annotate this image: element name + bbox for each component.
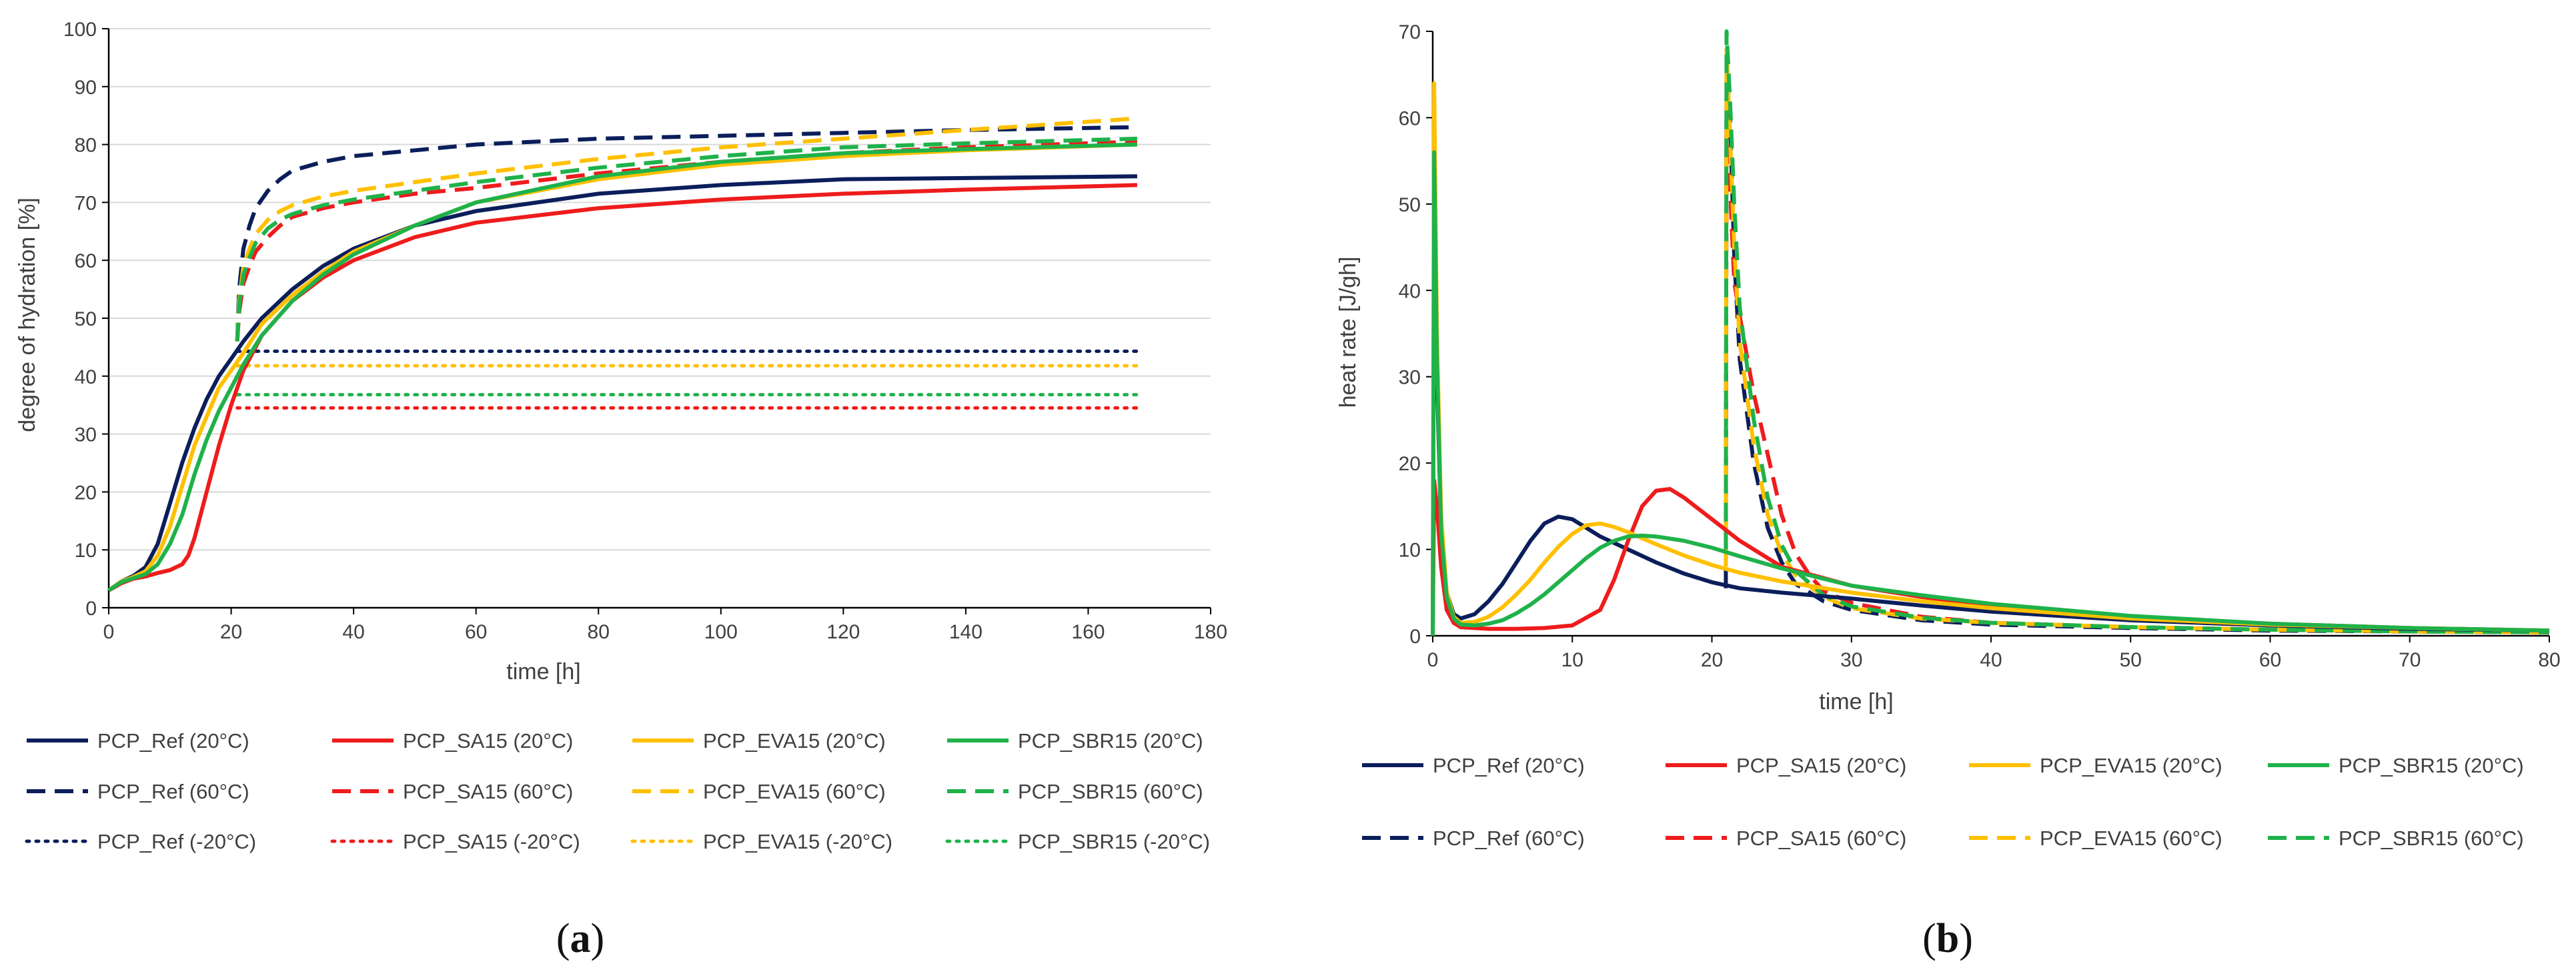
- chart-panel-b: 0 10 20 30 40 50 60 70 0 10 20 30 40 50 60 70 80 PCP_Ref…: [1335, 21, 2561, 961]
- x-tick-label-b-70: 70: [2399, 649, 2421, 671]
- y-tick-label-b-40: 40: [1399, 280, 1421, 302]
- x-tick-label-b-30: 30: [1840, 649, 1862, 671]
- legend-label-a-pcp-sa15-60-c: PCP_SA15 (60°C): [403, 780, 573, 803]
- legend-label-a-pcp-eva15-60-c: PCP_EVA15 (60°C): [703, 780, 886, 803]
- legend-label-a-pcp-sa15-20-c: PCP_SA15 (20°C): [403, 729, 573, 753]
- x-tick-label-a-80: 80: [588, 621, 610, 643]
- x-tick-label-b-50: 50: [2120, 649, 2142, 671]
- series-line-a-pcp-sa15-20-c: [107, 183, 1137, 592]
- x-tick-label-a-40: 40: [342, 621, 364, 643]
- series-b: [1431, 29, 2550, 636]
- x-tick-label-b-20: 20: [1701, 649, 1723, 671]
- panel-label-b-open: (: [1922, 916, 1936, 961]
- x-axis-label-b: time [h]: [1819, 689, 1893, 714]
- x-tick-label-a-100: 100: [704, 621, 738, 643]
- legend-label-a-pcp-ref-20-c: PCP_Ref (-20°C): [97, 830, 256, 853]
- panel-label-a-open: (: [556, 916, 570, 961]
- series-line-b-pcp-sbr15-20-c: [1431, 150, 2550, 636]
- y-tick-label-a-50: 50: [75, 308, 97, 330]
- series-line-b-pcp-sbr15-60-c: [1724, 29, 2550, 634]
- y-tick-label-b-60: 60: [1399, 107, 1421, 129]
- axes-b: 0 10 20 30 40 50 60 70 0 10 20 30 40 50 60 70 80: [1399, 21, 2561, 671]
- y-tick-label-a-70: 70: [75, 192, 97, 214]
- panel-label-b-letter: b: [1936, 916, 1959, 961]
- y-tick-label-b-0: 0: [1409, 626, 1421, 648]
- legend-label-b-pcp-sbr15-20-c: PCP_SBR15 (20°C): [2339, 754, 2524, 777]
- y-tick-label-a-10: 10: [75, 540, 97, 562]
- y-tick-label-a-40: 40: [75, 366, 97, 388]
- legend-label-b-pcp-sbr15-60-c: PCP_SBR15 (60°C): [2339, 827, 2524, 850]
- panel-label-b: (b): [1922, 916, 1973, 961]
- series-line-a-pcp-sbr15-20-c: [107, 142, 1137, 592]
- y-axis-label-b: heat rate [J/gh]: [1335, 257, 1361, 408]
- legend-b: PCP_Ref (20°C) PCP_SA15 (20°C) PCP_EVA15 (…: [1362, 754, 2524, 850]
- y-tick-label-b-20: 20: [1399, 453, 1421, 475]
- legend-label-a-pcp-eva15-20-c: PCP_EVA15 (20°C): [703, 729, 886, 753]
- x-tick-label-b-0: 0: [1427, 649, 1439, 671]
- x-tick-label-a-20: 20: [220, 621, 242, 643]
- legend-label-b-pcp-eva15-20-c: PCP_EVA15 (20°C): [2040, 754, 2222, 777]
- y-tick-label-a-90: 90: [75, 77, 97, 99]
- x-tick-label-a-160: 160: [1071, 621, 1105, 643]
- panel-label-a-letter: a: [570, 916, 591, 961]
- legend-label-b-pcp-sa15-60-c: PCP_SA15 (60°C): [1736, 827, 1906, 850]
- y-tick-label-a-80: 80: [75, 135, 97, 157]
- x-tick-label-a-140: 140: [949, 621, 983, 643]
- legend-label-a-pcp-sbr15-20-c: PCP_SBR15 (20°C): [1018, 729, 1203, 753]
- grid-a: [109, 28, 1211, 551]
- legend-a: PCP_Ref (20°C) PCP_SA15 (20°C) PCP_EVA15 (…: [25, 729, 1210, 853]
- series-line-b-pcp-ref-60-c: [1724, 63, 2550, 634]
- series-line-b-pcp-sa15-60-c: [1724, 98, 2550, 634]
- panel-label-a-close: ): [591, 916, 605, 961]
- series-line-a-pcp-ref-20-c: [107, 174, 1137, 592]
- legend-label-a-pcp-ref-60-c: PCP_Ref (60°C): [97, 780, 249, 803]
- series-line-a-pcp-eva15-60-c: [235, 116, 1138, 342]
- legend-label-b-pcp-ref-60-c: PCP_Ref (60°C): [1433, 827, 1585, 850]
- series-line-a-pcp-eva15-20-c: [107, 142, 1138, 592]
- y-tick-label-a-60: 60: [75, 250, 97, 272]
- legend-label-b-pcp-ref-20-c: PCP_Ref (20°C): [1433, 754, 1585, 777]
- x-tick-label-a-60: 60: [465, 621, 487, 643]
- x-axis-label-a: time [h]: [506, 659, 580, 684]
- y-axis-label-a: degree of hydration [%]: [15, 197, 40, 432]
- x-tick-label-b-80: 80: [2538, 649, 2560, 671]
- x-tick-label-b-60: 60: [2259, 649, 2281, 671]
- legend-label-a-pcp-sbr15-20-c: PCP_SBR15 (-20°C): [1018, 830, 1210, 853]
- legend-label-a-pcp-sa15-20-c: PCP_SA15 (-20°C): [403, 830, 580, 853]
- series-line-b-pcp-ref-20-c: [1431, 201, 2550, 636]
- legend-label-b-pcp-eva15-60-c: PCP_EVA15 (60°C): [2040, 827, 2222, 850]
- y-tick-label-b-70: 70: [1399, 21, 1421, 43]
- x-tick-label-a-0: 0: [103, 621, 115, 643]
- series-line-b-pcp-eva15-60-c: [1724, 46, 2550, 634]
- axes-a: 0 10 20 30 40 50 60 70 80 90 100 0 20 40 60 80 100 120 140…: [63, 19, 1227, 643]
- series-line-b-pcp-eva15-20-c: [1431, 81, 2550, 636]
- y-tick-label-a-0: 0: [85, 598, 97, 620]
- x-tick-label-a-120: 120: [826, 621, 860, 643]
- x-tick-label-a-180: 180: [1194, 621, 1227, 643]
- series-line-a-pcp-sbr15-60-c: [235, 136, 1137, 342]
- x-tick-label-b-40: 40: [1980, 649, 2002, 671]
- panel-label-a: (a): [556, 916, 604, 961]
- y-tick-label-b-10: 10: [1399, 540, 1421, 562]
- chart-panel-a: 0 10 20 30 40 50 60 70 80 90 100 0 20 40 60 80 100 120 140…: [15, 19, 1227, 961]
- y-tick-label-a-20: 20: [75, 482, 97, 504]
- y-tick-label-b-30: 30: [1399, 367, 1421, 389]
- y-tick-label-a-100: 100: [63, 19, 97, 41]
- legend-label-a-pcp-eva15-20-c: PCP_EVA15 (-20°C): [703, 830, 892, 853]
- y-tick-label-a-30: 30: [75, 424, 97, 446]
- x-tick-label-b-10: 10: [1561, 649, 1583, 671]
- series-a: [107, 116, 1139, 592]
- panel-label-b-close: ): [1959, 916, 1973, 961]
- legend-label-b-pcp-sa15-20-c: PCP_SA15 (20°C): [1736, 754, 1906, 777]
- series-line-a-pcp-ref-60-c: [235, 125, 1137, 342]
- legend-label-a-pcp-ref-20-c: PCP_Ref (20°C): [97, 729, 249, 753]
- legend-label-a-pcp-sbr15-60-c: PCP_SBR15 (60°C): [1018, 780, 1203, 803]
- y-tick-label-b-50: 50: [1399, 194, 1421, 216]
